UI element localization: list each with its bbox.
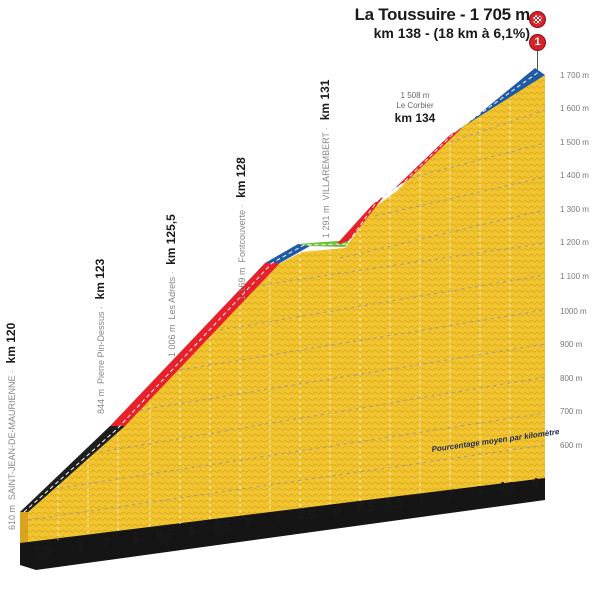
svg-text:8: 8: [262, 543, 269, 557]
terrain-area: [28, 75, 545, 543]
svg-text:13: 13: [399, 523, 413, 537]
svg-text:1: 1: [63, 571, 70, 585]
gradient-km4: 6: [132, 531, 139, 546]
svg-text:2: 2: [92, 567, 99, 581]
svg-text:7: 7: [233, 547, 240, 561]
waypoint-label-km120: 610 m SAINT-JEAN-DE-MAURIENNE · km 120: [4, 322, 18, 530]
svg-text:3: 3: [120, 563, 127, 577]
climb-title-block: La Toussuire - 1 705 m km 138 - (18 km à…: [354, 5, 531, 42]
svg-text:11: 11: [344, 531, 357, 545]
gradient-km16: 5: [476, 483, 483, 498]
altitude-axis: 600 m 700 m 800 m 900 m 1000 m 1 100 m 1…: [560, 71, 589, 450]
gradient-km10: 4,5: [297, 507, 315, 522]
terrain-front-face: [20, 512, 28, 543]
gradient-km15: 7: [446, 487, 453, 502]
gradient-km2: 9: [76, 539, 83, 554]
gradient-km9: 7: [274, 511, 281, 526]
gradient-km11: 0: [333, 503, 340, 518]
gradient-km7: 6,5: [213, 519, 231, 534]
gradient-km1: 8,5: [34, 543, 52, 558]
waypoint-label-km134: 1 508 m Le Corbier km 134: [394, 91, 436, 125]
summit-marker-pole: [537, 51, 538, 71]
checkered-flag-icon: [529, 11, 546, 28]
svg-text:1 500 m: 1 500 m: [560, 138, 589, 147]
gradient-km14: 7: [418, 491, 425, 506]
climb-title: La Toussuire - 1 705 m: [354, 5, 531, 24]
svg-text:16: 16: [484, 511, 498, 525]
svg-text:1 100 m: 1 100 m: [560, 272, 589, 281]
category-1-icon: 1: [529, 34, 546, 51]
svg-text:1 700 m: 1 700 m: [560, 71, 589, 80]
road-segment-red-1: [110, 263, 280, 426]
svg-text:10: 10: [314, 535, 328, 549]
gradient-km8: 7: [244, 515, 251, 530]
climb-subtitle: km 138 - (18 km à 6,1%): [373, 25, 530, 41]
altitude-grid: [27, 109, 546, 521]
road-segment-blue-1: [265, 244, 310, 263]
gradient-labels: 8,5 9 7 6 6,5 6 6,5 7 7 4,5 0 8,5 5,5 7 …: [34, 475, 539, 558]
waypoint-label-km125-5: 1 006 m Les Adrets · km 125,5: [164, 214, 178, 357]
road-segment-red-3: [395, 128, 462, 188]
gradient-km12: 8,5: [357, 499, 375, 514]
gradient-km5: 6,5: [156, 527, 174, 542]
svg-text:900 m: 900 m: [560, 340, 583, 349]
svg-text:17: 17: [511, 507, 525, 521]
svg-text:15: 15: [456, 515, 470, 529]
svg-text:1 400 m: 1 400 m: [560, 171, 589, 180]
svg-text:9: 9: [290, 539, 297, 553]
waypoint-label-km131: 1 291 m VILLAREMBERT · km 131: [318, 79, 332, 238]
svg-text:14: 14: [427, 519, 441, 533]
gradient-km17: 4,5: [498, 479, 516, 494]
svg-text:1 600 m: 1 600 m: [560, 104, 589, 113]
gradient-km3: 7: [103, 535, 110, 550]
svg-text:5: 5: [177, 555, 184, 569]
gradient-km13: 5,5: [385, 495, 403, 510]
svg-text:1000 m: 1000 m: [560, 307, 587, 316]
waypoint-label-km128: 1 169 m Fontcouverte · km 128: [234, 157, 248, 300]
gradient-km18: 4: [531, 475, 539, 490]
svg-text:4: 4: [149, 559, 156, 573]
svg-text:1 200 m: 1 200 m: [560, 238, 589, 247]
waypoint-label-km123: 844 m Pierre Pin-Dessus · km 123: [93, 258, 107, 414]
gradient-km6: 6: [188, 523, 195, 538]
svg-text:600 m: 600 m: [560, 441, 583, 450]
km-ticks: 1 2 3 4 5 6 7 8 9 10 11 12 13 14 15 16 1…: [63, 507, 525, 585]
grid-lines: [57, 94, 511, 540]
svg-text:1 300 m: 1 300 m: [560, 205, 589, 214]
svg-text:800 m: 800 m: [560, 374, 583, 383]
road-segment-red-2: [335, 195, 385, 246]
road-profile: [20, 68, 545, 513]
svg-text:12: 12: [371, 527, 385, 541]
svg-text:700 m: 700 m: [560, 407, 583, 416]
km-base-strip: [20, 478, 545, 570]
svg-text:6: 6: [205, 551, 212, 565]
